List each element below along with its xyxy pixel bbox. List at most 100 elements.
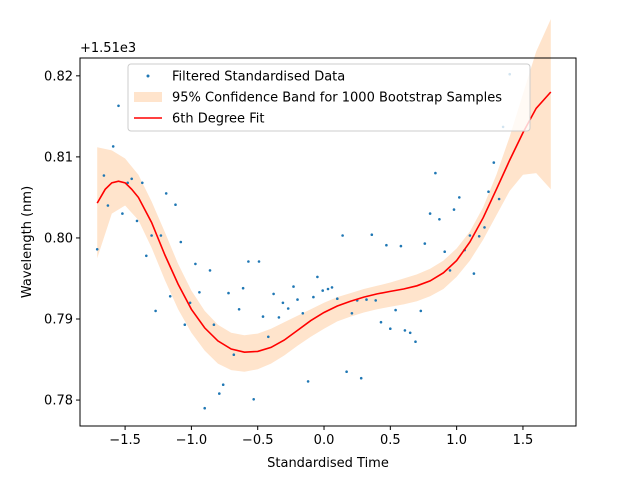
confidence-band [97,19,551,372]
data-point [483,226,486,229]
data-point [218,392,221,395]
data-point [102,174,106,177]
data-point [237,308,241,311]
data-point [365,298,368,301]
data-point [188,301,192,305]
y-offset-text: +1.51e3 [80,41,136,56]
data-point [487,190,490,193]
data-point [448,269,452,272]
data-point [272,292,275,296]
x-tick-label: −1.0 [176,433,208,448]
data-point [472,272,476,275]
data-point [267,335,270,339]
data-point [159,234,163,237]
data-point [394,308,397,312]
legend: Filtered Standardised Data 95% Confidence… [127,63,531,132]
x-tick-label: −0.5 [242,433,274,448]
data-point [468,234,472,237]
y-tick-label: 0.79 [44,313,73,328]
x-tick-label: 0.0 [314,433,335,448]
data-point [414,340,417,344]
data-point [321,289,325,292]
data-point [403,329,407,332]
legend-marker-band [134,92,162,102]
legend-label: 95% Confidence Band for 1000 Bootstrap S… [172,91,502,106]
data-point [261,315,265,318]
data-point [252,398,255,401]
data-point [154,309,157,313]
data-point [326,287,330,291]
data-point [106,204,110,207]
x-tick-label: 1.5 [513,433,534,448]
data-point [341,234,344,237]
plot-area [95,19,552,410]
data-point [130,177,133,181]
data-point [179,240,183,244]
y-tick-label: 0.82 [44,69,73,84]
data-point [212,323,216,327]
data-point [458,196,461,199]
data-point [247,260,250,263]
data-point [117,104,120,108]
y-tick-label: 0.81 [44,150,73,165]
axes-frame [79,57,577,427]
y-tick-label: 0.80 [44,231,73,246]
data-point [374,299,378,302]
data-point [164,192,168,195]
data-point [408,331,412,335]
data-point [330,286,334,289]
data-point [203,406,206,410]
data-point [281,301,285,305]
legend-box [127,63,531,132]
data-point [126,181,129,185]
data-point [141,181,144,185]
data-point [477,235,481,238]
data-point [111,145,115,148]
data-point [145,254,148,258]
data-point [174,203,177,206]
data-point [150,234,153,237]
data-point [194,262,197,266]
data-point [135,219,139,223]
fit-line [96,91,552,354]
data-point [434,171,437,175]
data-point [345,370,348,374]
data-point [277,316,281,319]
data-point [221,383,225,387]
x-tick-label: −1.5 [109,433,141,448]
data-point [370,233,374,236]
data-point [292,285,295,288]
x-tick-label: 1.0 [446,433,467,448]
data-point [286,307,290,310]
data-point [301,312,305,315]
data-point [183,323,187,327]
legend-label: Filtered Standardised Data [172,70,345,85]
data-point [121,212,124,215]
data-point [497,197,501,201]
data-point [241,286,245,290]
data-point [257,260,261,263]
data-point [428,212,432,215]
data-point [443,250,447,253]
data-point [208,269,212,272]
data-point [350,312,354,315]
data-point [379,320,383,324]
data-point [336,297,339,301]
legend-marker-scatter [146,74,150,78]
data-point [389,327,392,331]
x-tick-label: 0.5 [380,433,401,448]
data-point [438,218,441,221]
data-point [296,298,299,301]
data-point [312,295,315,299]
data-point [168,295,172,298]
data-point [359,376,363,380]
y-tick-label: 0.78 [44,394,73,409]
data-point [198,291,201,294]
y-axis-label: Wavelength (nm) [20,186,35,298]
data-point [399,244,403,248]
data-point [419,309,423,313]
data-point [306,380,310,383]
axis-ticks: −1.5 −1.0 −0.5 0.0 0.5 1.0 1.5 0.78 0.79 0.80 0.81… [44,69,533,448]
data-point [316,275,319,279]
